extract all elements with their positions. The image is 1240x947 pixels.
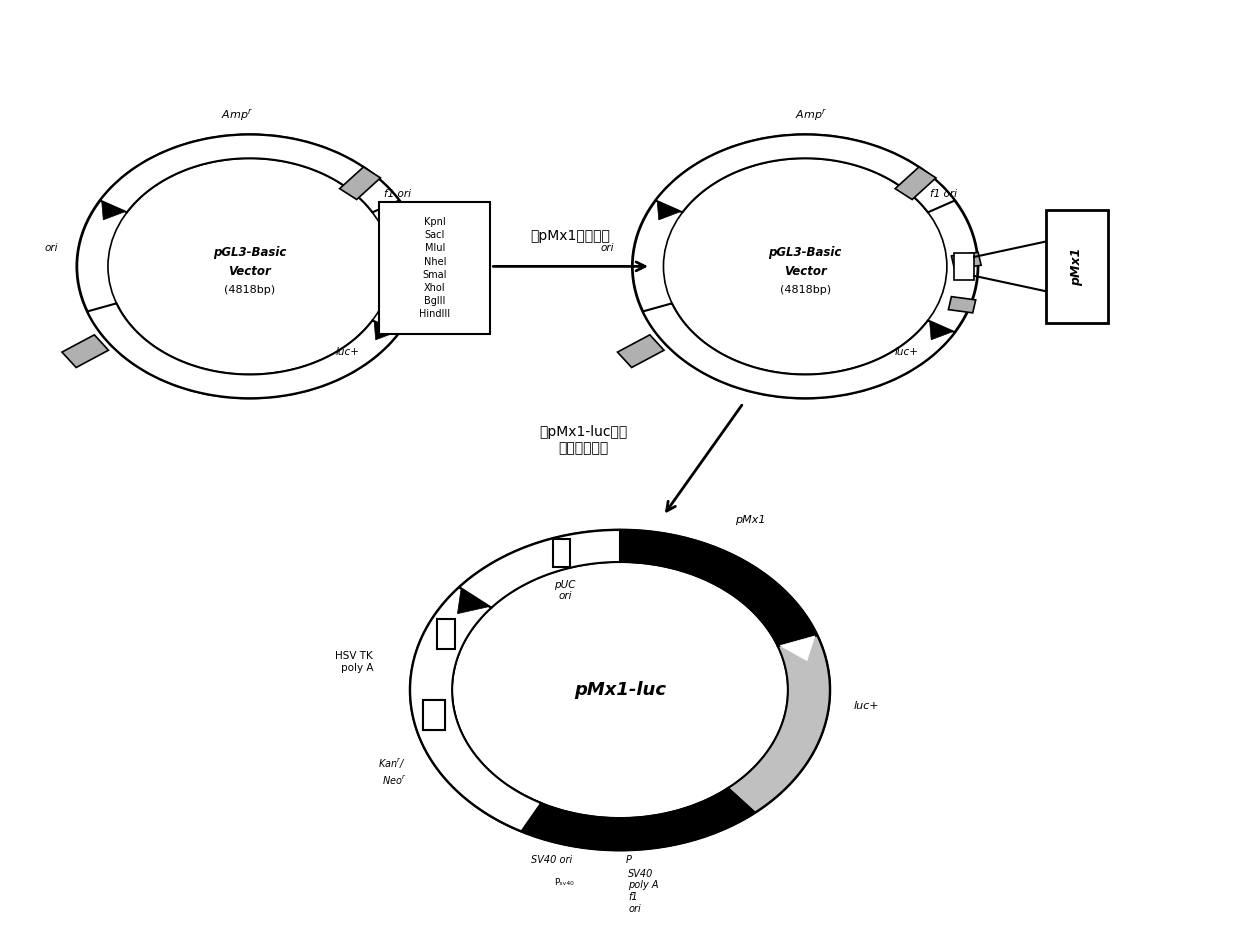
Circle shape [453,562,787,818]
Circle shape [77,134,423,398]
Text: SV40 ori: SV40 ori [532,855,573,865]
Polygon shape [102,201,125,220]
Text: 将pMx1-luc融合
基因插入载体: 将pMx1-luc融合 基因插入载体 [539,425,627,456]
Circle shape [632,134,978,398]
Text: 将pMx1插入载体: 将pMx1插入载体 [531,229,610,242]
Polygon shape [780,636,815,661]
Polygon shape [720,790,754,814]
Text: Amp$^r$: Amp$^r$ [222,108,253,123]
Bar [1045,210,1107,323]
Polygon shape [87,303,399,398]
Bar [423,700,445,730]
Text: Kan$^r$/
Neo$^r$: Kan$^r$/ Neo$^r$ [378,757,405,787]
Text: (4818bp): (4818bp) [224,285,275,295]
Polygon shape [413,712,482,782]
Bar [436,618,455,649]
Text: pMx1-luc: pMx1-luc [574,681,666,699]
Bar [399,249,419,283]
Text: Pₛᵥ₄₀: Pₛᵥ₄₀ [554,878,574,887]
Polygon shape [458,588,490,614]
Bar [394,298,425,314]
Polygon shape [620,530,817,646]
Circle shape [410,530,830,850]
Polygon shape [459,530,620,608]
Text: ori: ori [600,242,614,253]
Polygon shape [657,201,681,220]
Text: pUC
ori: pUC ori [554,580,575,601]
Text: Vector: Vector [784,264,827,277]
Polygon shape [410,587,541,831]
Bar [895,167,936,200]
Text: (4818bp): (4818bp) [780,285,831,295]
Polygon shape [374,321,398,340]
Text: f1 ori: f1 ori [384,188,412,199]
Text: f1 ori: f1 ori [930,188,956,199]
Text: luc+: luc+ [853,701,879,710]
Text: ori: ori [45,242,58,253]
Text: Amp$^r$: Amp$^r$ [795,108,827,123]
Bar [618,335,663,367]
Text: SV40
poly A
f1
ori: SV40 poly A f1 ori [629,868,658,914]
Bar [553,539,570,567]
Bar [951,252,981,269]
Text: pMx1: pMx1 [735,515,766,525]
Text: P: P [626,855,632,865]
Text: HSV TK
poly A: HSV TK poly A [335,651,373,672]
Bar [423,700,445,730]
Polygon shape [100,134,399,212]
Polygon shape [410,635,463,718]
Polygon shape [656,134,955,212]
Circle shape [108,158,392,374]
Bar [340,167,381,200]
Text: Vector: Vector [228,264,272,277]
Text: luc+: luc+ [895,347,919,357]
Text: pMx1: pMx1 [1070,247,1084,286]
Text: pGL3-Basic: pGL3-Basic [213,246,286,259]
Text: luc+: luc+ [336,347,360,357]
Polygon shape [485,788,755,850]
Bar [955,253,975,279]
Circle shape [663,158,947,374]
Bar [379,203,490,334]
Bar [62,335,108,367]
Bar [949,296,976,313]
Polygon shape [642,303,955,398]
Polygon shape [930,321,954,340]
Text: KpnI
SacI
MluI
NheI
SmaI
XhoI
BglII
HindIII: KpnI SacI MluI NheI SmaI XhoI BglII Hind… [419,217,450,319]
Polygon shape [477,787,511,812]
Polygon shape [728,635,830,813]
Text: pGL3-Basic: pGL3-Basic [769,246,842,259]
